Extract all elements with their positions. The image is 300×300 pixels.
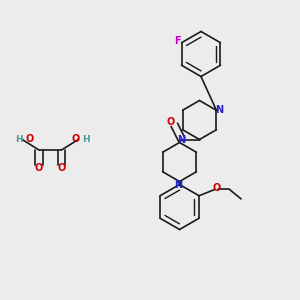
Text: N: N bbox=[174, 179, 182, 190]
Text: O: O bbox=[167, 117, 175, 128]
Text: H: H bbox=[15, 135, 23, 144]
Text: O: O bbox=[212, 183, 220, 193]
Text: F: F bbox=[174, 36, 180, 46]
Text: H: H bbox=[82, 135, 90, 144]
Text: N: N bbox=[215, 105, 223, 115]
Text: O: O bbox=[57, 163, 66, 173]
Text: N: N bbox=[177, 134, 185, 145]
Text: O: O bbox=[71, 134, 80, 144]
Text: O: O bbox=[26, 134, 34, 144]
Text: O: O bbox=[35, 163, 43, 173]
